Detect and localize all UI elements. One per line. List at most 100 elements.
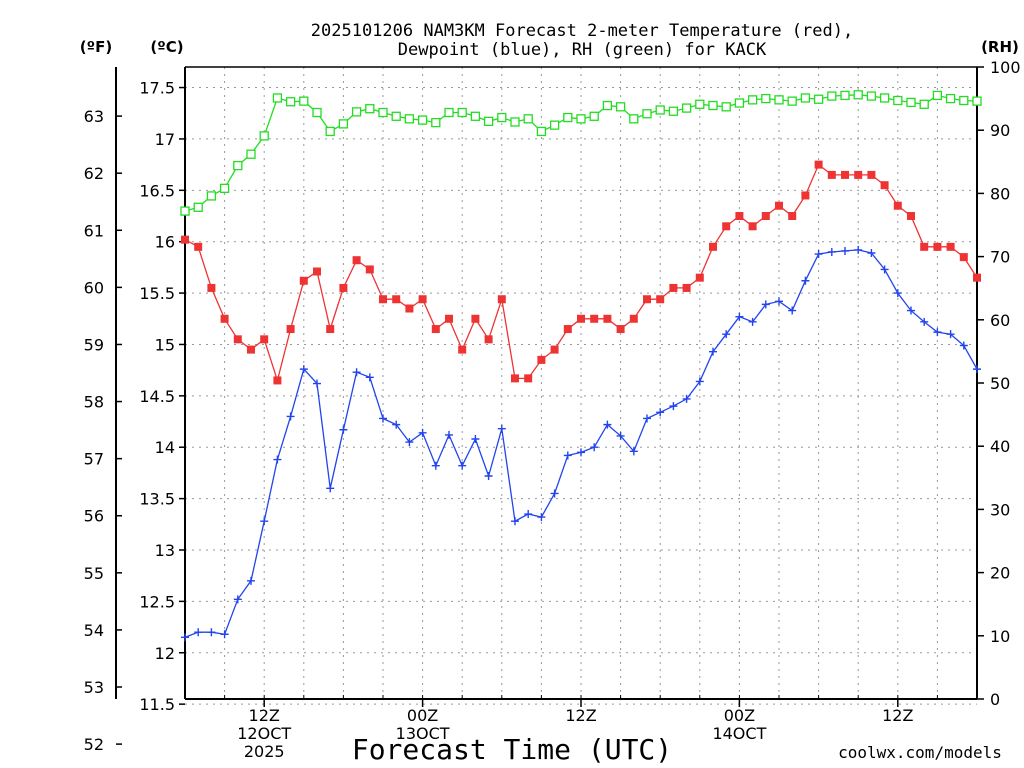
rh-point	[312, 107, 322, 118]
fahrenheit-tick-label: 62	[84, 164, 104, 183]
temperature-point	[392, 295, 401, 304]
temperature-point	[907, 212, 915, 221]
rh-point	[233, 160, 243, 171]
rh-point	[813, 94, 824, 104]
temperature-point	[629, 314, 638, 323]
rh-point	[800, 93, 811, 103]
rh-series	[180, 90, 982, 216]
x-tick-label: 00Z	[407, 706, 438, 725]
rh-tick-label: 70	[990, 248, 1010, 267]
dewpoint-point	[788, 306, 797, 315]
dewpoint-point	[563, 451, 572, 460]
rh-point	[840, 90, 850, 101]
fahrenheit-unit-label: (ºF)	[80, 38, 112, 56]
dewpoint-point	[418, 428, 427, 437]
chart-title-line-1: 2025101206 NAM3KM Forecast 2-meter Tempe…	[311, 21, 853, 41]
rh-point	[299, 96, 309, 106]
rh-point	[444, 107, 454, 118]
rh-point	[602, 100, 613, 111]
x-tick-label: 2025	[244, 742, 285, 761]
rh-point	[853, 90, 863, 100]
dewpoint-point	[339, 425, 348, 434]
rh-point	[576, 114, 586, 124]
temperature-point	[537, 355, 546, 364]
dewpoint-point	[524, 510, 533, 519]
temperature-point	[445, 314, 453, 323]
temperature-point	[841, 170, 849, 179]
fahrenheit-tick-label: 63	[84, 107, 104, 126]
dewpoint-point	[511, 517, 519, 526]
temperature-point	[471, 314, 480, 323]
temperature-point	[893, 201, 902, 210]
fahrenheit-tick-label: 61	[84, 221, 104, 240]
temperature-point	[299, 276, 308, 285]
temperature-point	[405, 304, 414, 313]
dewpoint-point	[920, 317, 929, 326]
dewpoint-point	[854, 245, 863, 254]
temperature-point	[431, 325, 440, 334]
dewpoint-point	[616, 431, 625, 440]
temperature-point	[260, 335, 269, 344]
temperature-point	[669, 283, 678, 292]
rh-point	[483, 116, 494, 127]
dewpoint-point	[484, 472, 493, 481]
dewpoint-point	[392, 420, 401, 429]
dewpoint-point	[643, 414, 651, 423]
rh-point	[959, 95, 969, 106]
temperature-point	[339, 283, 348, 292]
dewpoint-point	[286, 412, 295, 421]
fahrenheit-tick-label: 59	[84, 335, 104, 354]
dewpoint-point	[273, 455, 282, 464]
rh-point	[642, 109, 652, 119]
dewpoint-point	[181, 633, 189, 642]
temperature-point	[827, 170, 836, 179]
temperature-point	[458, 345, 467, 354]
dewpoint-point	[365, 373, 374, 382]
temperature-point	[365, 265, 374, 274]
dewpoint-point	[907, 306, 915, 315]
series-layer	[180, 90, 982, 642]
temperature-point	[814, 160, 823, 169]
rh-point	[497, 112, 507, 123]
dewpoint-point	[880, 265, 889, 274]
rh-point	[523, 114, 533, 124]
rh-point	[365, 104, 375, 114]
rh-point	[391, 111, 401, 121]
dewpoint-point	[735, 312, 744, 321]
dewpoint-point	[946, 330, 955, 339]
credit-label: coolwx.com/models	[838, 743, 1002, 762]
dewpoint-point	[194, 628, 203, 637]
temperature-point	[418, 295, 427, 304]
dewpoint-point	[695, 377, 704, 386]
x-tick-label: 00Z	[724, 706, 755, 725]
rh-tick-label: 40	[990, 437, 1010, 456]
dewpoint-point	[933, 328, 942, 337]
celsius-tick-label: 16	[155, 233, 175, 252]
temperature-point	[616, 325, 625, 334]
rh-point	[589, 111, 599, 121]
fahrenheit-tick-label: 52	[84, 735, 104, 754]
dewpoint-point	[537, 513, 546, 522]
temperature-point	[920, 242, 929, 251]
chart-title-line-2: Dewpoint (blue), RH (green) for KACK	[398, 40, 767, 60]
fahrenheit-tick-label: 55	[84, 564, 104, 583]
rh-point	[563, 112, 573, 123]
celsius-tick-label: 13.5	[139, 490, 175, 509]
axes-layer: 52 53 54 55 56 57 58 59 60 61 62 63 11.5 12 12.5 13 13.5…	[84, 58, 1021, 761]
rh-point	[246, 149, 256, 159]
rh-tick-label: 10	[990, 627, 1010, 646]
rh-point	[879, 93, 890, 103]
dewpoint-point	[669, 402, 678, 411]
x-tick-label: 14OCT	[712, 724, 766, 743]
fahrenheit-tick-label: 57	[84, 450, 104, 469]
dewpoint-point	[814, 250, 823, 259]
rh-point	[338, 119, 349, 129]
rh-point	[668, 106, 679, 116]
temperature-point	[735, 212, 744, 221]
rh-point	[285, 97, 296, 107]
dewpoint-point	[973, 365, 981, 374]
dewpoint-point	[959, 341, 968, 350]
dewpoint-point	[431, 461, 440, 470]
rh-point	[351, 107, 362, 117]
